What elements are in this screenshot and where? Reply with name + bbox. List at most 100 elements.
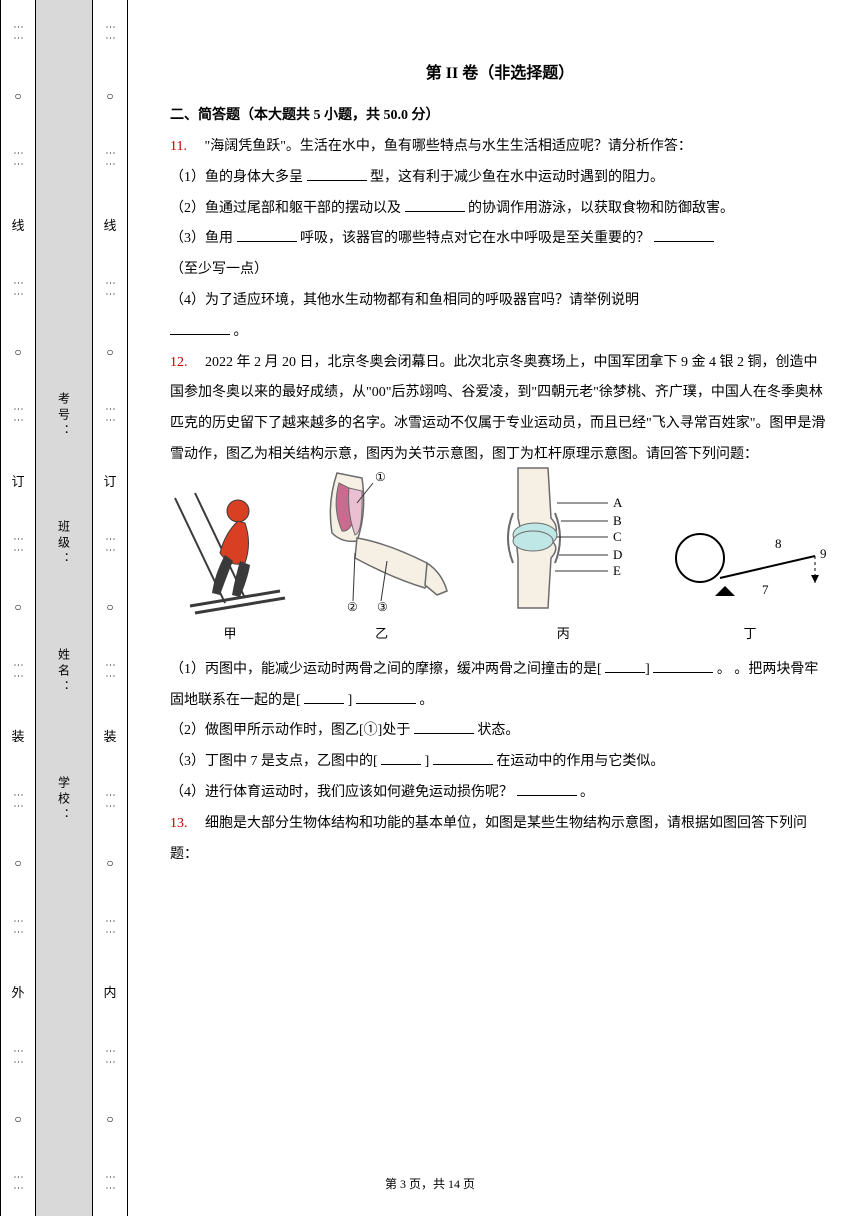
binding-char: 线 [11, 215, 24, 234]
dots: ⋮⋮ [105, 790, 116, 812]
dots: ⋮⋮ [13, 660, 24, 682]
q11-part4b: 。 [170, 317, 830, 348]
q11-p1a: （1）鱼的身体大多呈 [170, 170, 303, 185]
ding-9: 9 [820, 546, 827, 561]
dots: ⋮⋮ [105, 404, 116, 426]
outer-dotted-band: ⋮⋮ ○ ⋮⋮ 线 ⋮⋮ ○ ⋮⋮ 订 ⋮⋮ ○ ⋮⋮ 装 ⋮⋮ ○ ⋮⋮ 外 … [0, 0, 36, 1216]
circle-marker: ○ [106, 1112, 113, 1127]
blank [433, 751, 493, 765]
blank [237, 228, 297, 242]
dots: ⋮⋮ [13, 916, 24, 938]
blank [517, 782, 577, 796]
blank [414, 720, 474, 734]
circle-marker: ○ [14, 600, 21, 615]
dots: ⋮⋮ [105, 1046, 116, 1068]
figure-ding: 7 8 9 丁 [670, 498, 830, 649]
dots: ⋮⋮ [105, 534, 116, 556]
q11-p3a: （3）鱼用 [170, 231, 233, 246]
q12-part2: （2）做图甲所示动作时，图乙[①]处于 状态。 [170, 716, 830, 747]
blank [654, 228, 714, 242]
form-labels: 考号： 班级： 姓名： 学校： [56, 392, 73, 824]
dots: ⋮⋮ [13, 404, 24, 426]
page-content: 第 II 卷（非选择题） 二、简答题（本大题共 5 小题，共 50.0 分） 1… [170, 56, 830, 870]
question-11: 11. "海阔凭鱼跃"。生活在水中，鱼有哪些特点与水生生活相适应呢？请分析作答： [170, 132, 830, 163]
inner-dotted-band: ⋮⋮ ○ ⋮⋮ 线 ⋮⋮ ○ ⋮⋮ 订 ⋮⋮ ○ ⋮⋮ 装 ⋮⋮ ○ ⋮⋮ 内 … [92, 0, 128, 1216]
fig-label-ding: 丁 [743, 620, 756, 649]
blank [304, 690, 344, 704]
q11-intro: "海阔凭鱼跃"。生活在水中，鱼有哪些特点与水生生活相适应呢？请分析作答： [190, 139, 691, 154]
binding-char: 订 [11, 471, 24, 490]
binding-char: 内 [103, 982, 116, 1001]
q11-part3: （3）鱼用 呼吸，该器官的哪些特点对它在水中呼吸是至关重要的？ [170, 224, 830, 255]
dots: ⋮⋮ [13, 1046, 24, 1068]
binding-char: 装 [103, 726, 116, 745]
q12-p2b: 状态。 [477, 723, 519, 738]
label-name: 姓名： [56, 648, 73, 696]
q12-p2a: （2）做图甲所示动作时，图乙[①]处于 [170, 723, 410, 738]
circle-marker: ○ [106, 345, 113, 360]
fig-label-jia: 甲 [223, 620, 236, 649]
grey-band: 考号： 班级： 姓名： 学校： [36, 0, 92, 1216]
dots: ⋮⋮ [105, 916, 116, 938]
binding-area: ⋮⋮ ○ ⋮⋮ 线 ⋮⋮ ○ ⋮⋮ 订 ⋮⋮ ○ ⋮⋮ 装 ⋮⋮ ○ ⋮⋮ 外 … [0, 0, 150, 1216]
ding-7: 7 [762, 582, 769, 597]
blank [170, 321, 230, 335]
q12-p1a: （1）丙图中，能减少运动时两骨之间的摩擦，缓冲两骨之间撞击的是[ [170, 662, 602, 677]
bing-E: E [613, 563, 621, 578]
dots: ⋮⋮ [13, 22, 24, 44]
q12-p3a: （3）丁图中 7 是支点，乙图中的[ [170, 754, 378, 769]
bing-B: B [613, 513, 622, 528]
fig-label-bing: 丙 [557, 620, 570, 649]
q12-p4b: 。 [580, 785, 594, 800]
q13-number: 13. [170, 816, 188, 831]
dots: ⋮⋮ [105, 148, 116, 170]
q11-p3c: （至少写一点） [170, 255, 830, 286]
blank [307, 167, 367, 181]
circle-marker: ○ [106, 600, 113, 615]
q11-p4b: 。 [234, 324, 248, 339]
q11-part2: （2）鱼通过尾部和躯干部的摆动以及 的协调作用游泳，以获取食物和防御敌害。 [170, 194, 830, 225]
dots: ⋮⋮ [105, 278, 116, 300]
question-12: 12. 2022 年 2 月 20 日，北京冬奥会闭幕日。此次北京冬奥赛场上，中… [170, 348, 830, 471]
circle-marker: ○ [14, 1112, 21, 1127]
fig-label-yi: 乙 [375, 620, 388, 649]
circle-marker: ○ [106, 856, 113, 871]
bing-D: D [613, 547, 622, 562]
yi-num-1: ① [375, 470, 386, 484]
blank [356, 690, 416, 704]
circle-marker: ○ [14, 89, 21, 104]
q11-p4a: （4）为了适应环境，其他水生动物都有和鱼相同的呼吸器官吗？请举例说明 [170, 293, 639, 308]
q11-part4: （4）为了适应环境，其他水生动物都有和鱼相同的呼吸器官吗？请举例说明 [170, 286, 830, 317]
q12-part3: （3）丁图中 7 是支点，乙图中的[ ] 在运动中的作用与它类似。 [170, 747, 830, 778]
dots: ⋮⋮ [105, 660, 116, 682]
blank [381, 751, 421, 765]
figure-yi: ① ② ③ 乙 [307, 463, 457, 649]
question-13: 13. 细胞是大部分生物体结构和功能的基本单位，如图是某些生物结构示意图，请根据… [170, 809, 830, 871]
binding-char: 订 [103, 471, 116, 490]
circle-marker: ○ [14, 856, 21, 871]
bing-A: A [613, 495, 623, 510]
ding-8: 8 [775, 536, 782, 551]
section-title: 第 II 卷（非选择题） [170, 56, 830, 91]
q12-p3c: 在运动中的作用与它类似。 [496, 754, 664, 769]
figure-bing: A B C D E 丙 [473, 463, 653, 649]
q11-p3b: 呼吸，该器官的哪些特点对它在水中呼吸是至关重要的？ [300, 231, 650, 246]
q12-intro: 2022 年 2 月 20 日，北京冬奥会闭幕日。此次北京冬奥赛场上，中国军团拿… [170, 355, 825, 462]
q12-p4a: （4）进行体育运动时，我们应该如何避免运动损伤呢？ [170, 785, 513, 800]
q11-part1: （1）鱼的身体大多呈 型，这有利于减少鱼在水中运动时遇到的阻力。 [170, 163, 830, 194]
subsection-title: 二、简答题（本大题共 5 小题，共 50.0 分） [170, 101, 830, 132]
yi-num-3: ③ [377, 600, 388, 614]
binding-char: 外 [11, 982, 24, 1001]
q12-p1c: ] [348, 693, 353, 708]
q12-part4: （4）进行体育运动时，我们应该如何避免运动损伤呢？ 。 [170, 778, 830, 809]
dots: ⋮⋮ [105, 22, 116, 44]
yi-num-2: ② [347, 600, 358, 614]
circle-marker: ○ [106, 89, 113, 104]
q12-p1d: 。 [717, 662, 731, 677]
q13-text: 细胞是大部分生物体结构和功能的基本单位，如图是某些生物结构示意图，请根据如图回答… [170, 816, 807, 862]
q12-p1d2: 。 [419, 693, 433, 708]
figure-jia: 甲 [170, 473, 290, 649]
blank [405, 198, 465, 212]
q11-p2b: 的协调作用游泳，以获取食物和防御敌害。 [468, 201, 734, 216]
dots: ⋮⋮ [13, 148, 24, 170]
